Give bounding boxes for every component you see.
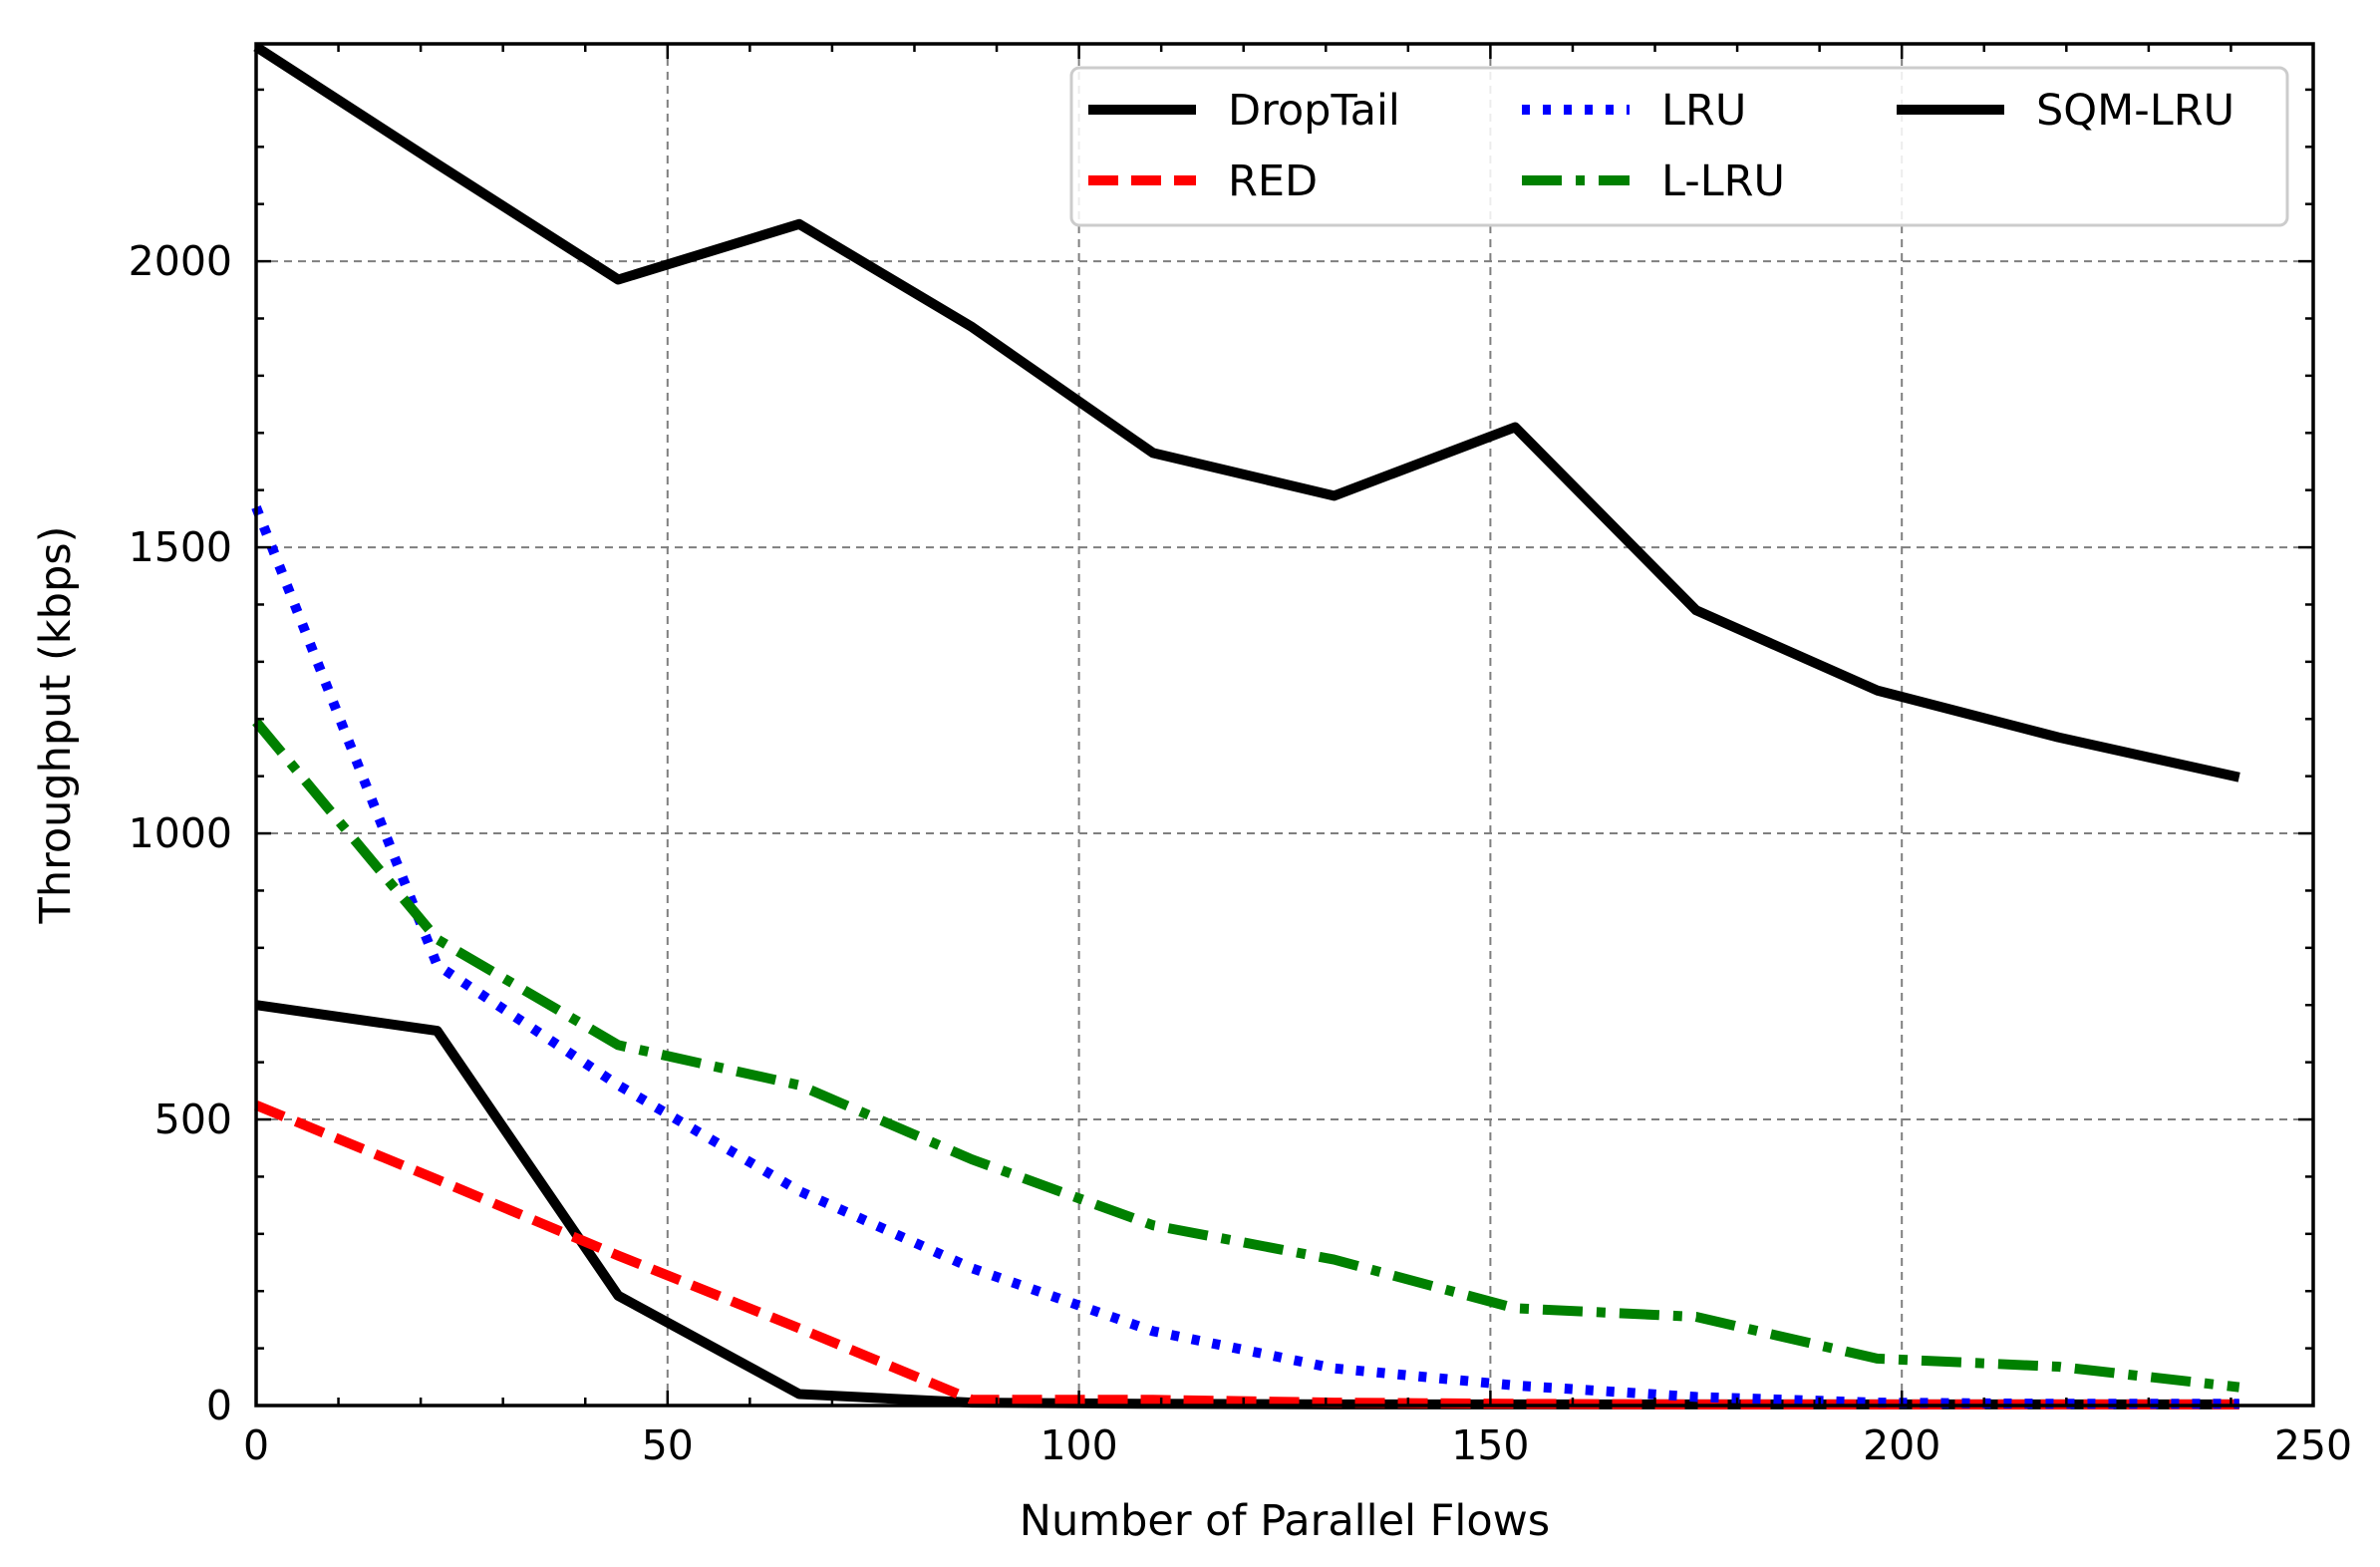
x-axis-label: Number of Parallel Flows (1020, 1496, 1550, 1546)
series-line-droptail (255, 1000, 2239, 1410)
legend-label-sqm-lru: SQM-LRU (2036, 86, 2234, 136)
tick-labels: 0 50 100 150 200 250 0 500 1000 1500 2000 (129, 237, 2352, 1469)
plot-frame (254, 42, 2315, 1408)
x-tick-label: 250 (2274, 1421, 2352, 1469)
series-line-l-lru (252, 718, 2240, 1393)
series-line-lru (251, 505, 2239, 1410)
legend-label-droptail: DropTail (1228, 86, 1400, 136)
y-tick-label: 1500 (129, 523, 232, 571)
grid (256, 44, 2313, 1406)
x-tick-label: 50 (642, 1421, 694, 1469)
x-tick-label: 200 (1863, 1421, 1940, 1469)
legend-label-lru: LRU (1661, 86, 1746, 136)
series-line-sqm-lru (253, 42, 2240, 783)
y-axis-label: Throughput (kbps) (31, 526, 81, 925)
y-tick-label: 0 (206, 1382, 232, 1429)
x-tick-label: 0 (243, 1421, 269, 1469)
legend-label-red: RED (1228, 157, 1318, 206)
y-tick-label: 2000 (129, 237, 232, 285)
x-tick-label: 150 (1451, 1421, 1529, 1469)
y-tick-label: 1000 (129, 809, 232, 857)
y-tick-label: 500 (154, 1096, 232, 1143)
x-tick-label: 100 (1040, 1421, 1117, 1469)
legend-label-l-lru: L-LRU (1661, 157, 1785, 206)
series-lines (251, 42, 2240, 1410)
legend: DropTail RED LRU L-LRU SQM-LRU (1069, 66, 2289, 227)
